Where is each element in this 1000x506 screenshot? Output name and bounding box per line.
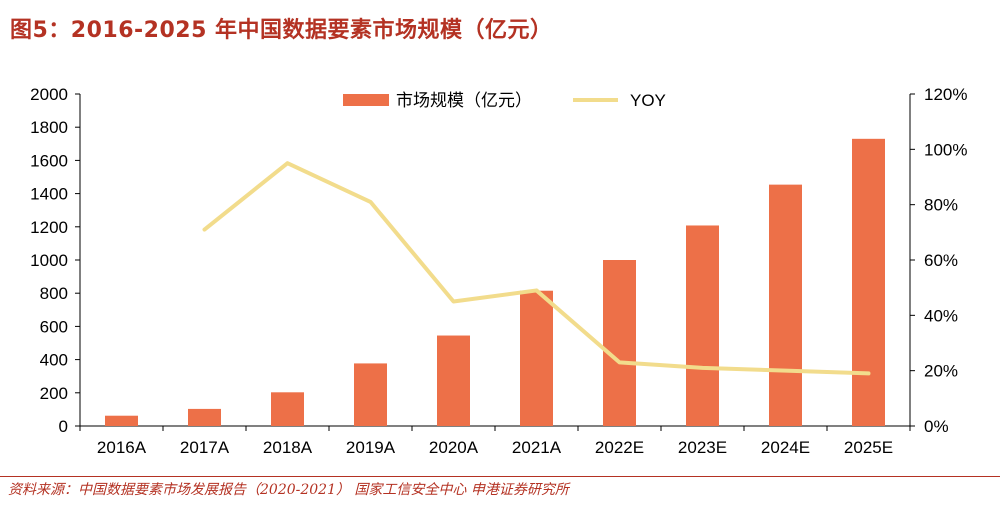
bar (188, 409, 221, 426)
bar (852, 139, 885, 426)
bar (603, 260, 636, 426)
y-tick-label: 400 (40, 351, 68, 370)
chart-axes: 0 200 400 600 800 1000 1200 1400 1600 1800 2000 0% 2… (30, 85, 967, 457)
bar (686, 225, 719, 426)
y-tick-label: 200 (40, 384, 68, 403)
y-tick-label: 2000 (30, 85, 68, 104)
x-tick-label: 2020A (429, 438, 479, 457)
x-tick-label: 2022E (595, 438, 644, 457)
bar (271, 392, 304, 426)
bar (437, 336, 470, 426)
bar (105, 416, 138, 426)
y2-tick-label: 0% (924, 417, 949, 436)
x-tick-label: 2023E (678, 438, 727, 457)
bar (354, 363, 387, 426)
y-tick-label: 1200 (30, 218, 68, 237)
bar (520, 291, 553, 426)
y2-tick-label: 60% (924, 251, 958, 270)
source-note: 资料来源：中国数据要素市场发展报告（2020-2021） 国家工信安全中心 申港… (8, 479, 569, 499)
y2-tick-label: 40% (924, 306, 958, 325)
x-tick-label: 2017A (180, 438, 230, 457)
y2-tick-label: 100% (924, 140, 967, 159)
y2-tick-label: 20% (924, 362, 958, 381)
x-tick-label: 2024E (761, 438, 810, 457)
chart-legend: 市场规模（亿元） YOY (343, 91, 666, 110)
bar (769, 185, 802, 426)
y-tick-label: 1800 (30, 118, 68, 137)
legend-label-line: YOY (630, 91, 666, 110)
x-tick-label: 2021A (512, 438, 562, 457)
y2-tick-label: 120% (924, 85, 967, 104)
y-tick-label: 0 (59, 417, 68, 436)
x-tick-label: 2025E (844, 438, 893, 457)
y-tick-label: 1400 (30, 185, 68, 204)
y-tick-label: 800 (40, 284, 68, 303)
x-tick-label: 2018A (263, 438, 313, 457)
legend-label-bar: 市场规模（亿元） (396, 91, 532, 110)
y2-tick-label: 80% (924, 196, 958, 215)
x-tick-label: 2016A (97, 438, 147, 457)
y-tick-label: 600 (40, 317, 68, 336)
source-divider (0, 476, 1000, 477)
legend-swatch-bar (343, 94, 389, 106)
y-tick-label: 1000 (30, 251, 68, 270)
y-tick-label: 1600 (30, 151, 68, 170)
chart-bars (105, 139, 885, 426)
x-tick-label: 2019A (346, 438, 396, 457)
